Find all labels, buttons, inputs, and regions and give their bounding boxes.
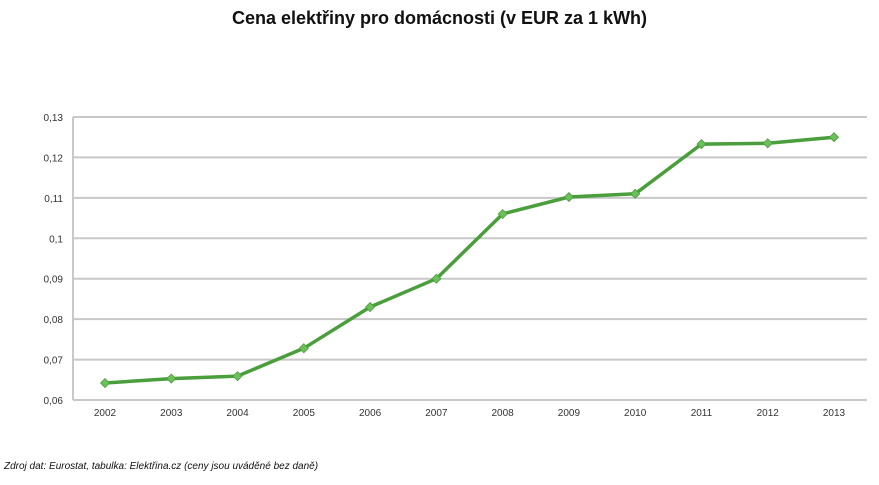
x-tick-label: 2004 bbox=[226, 408, 249, 419]
x-tick-label: 2010 bbox=[624, 408, 647, 419]
axes bbox=[72, 117, 867, 401]
data-point-marker bbox=[497, 208, 508, 220]
data-point-marker bbox=[630, 188, 641, 199]
x-tick-label: 2007 bbox=[425, 408, 448, 419]
y-tick-label: 0,08 bbox=[44, 315, 64, 326]
y-tick-label: 0,12 bbox=[44, 153, 64, 164]
x-tick-labels: 2002 2003 2004 2005 2006 2007 2008 2009 2010 2011… bbox=[94, 408, 846, 419]
data-point-marker bbox=[232, 371, 243, 382]
series-line bbox=[103, 135, 836, 385]
data-point-marker bbox=[696, 139, 707, 150]
y-tick-labels: 0,06 0,07 0,08 0,09 0,1 0,11 0,12 0,13 bbox=[44, 113, 64, 407]
x-tick-label: 2008 bbox=[492, 408, 515, 419]
x-tick-label: 2009 bbox=[558, 408, 581, 419]
y-tick-label: 0,11 bbox=[44, 194, 63, 205]
y-tick-label: 0,1 bbox=[49, 234, 63, 245]
source-footnote: Zdroj dat: Eurostat, tabulka: Elektřina.… bbox=[4, 461, 319, 472]
x-tick-label: 2011 bbox=[691, 408, 713, 419]
y-tick-label: 0,13 bbox=[44, 113, 64, 124]
x-tick-label: 2005 bbox=[293, 408, 316, 419]
data-point-marker bbox=[762, 138, 773, 149]
data-point-marker bbox=[828, 132, 840, 143]
x-tick-label: 2006 bbox=[359, 408, 382, 419]
data-point-marker bbox=[431, 273, 442, 284]
series-group bbox=[99, 132, 840, 389]
y-tick-label: 0,07 bbox=[44, 356, 64, 367]
data-point-marker bbox=[365, 301, 376, 313]
data-point-marker bbox=[298, 343, 309, 354]
y-tick-label: 0,09 bbox=[44, 275, 64, 286]
x-tick-label: 2013 bbox=[823, 408, 846, 419]
data-point-marker bbox=[166, 373, 177, 384]
x-tick-label: 2012 bbox=[757, 408, 780, 419]
gridlines bbox=[73, 116, 867, 361]
chart-title: Cena elektřiny pro domácnosti (v EUR za … bbox=[231, 8, 648, 28]
y-tick-label: 0,06 bbox=[44, 396, 64, 407]
data-point-marker bbox=[563, 191, 574, 203]
x-tick-label: 2003 bbox=[160, 408, 183, 419]
data-point-marker bbox=[99, 377, 111, 389]
x-tick-label: 2002 bbox=[94, 408, 117, 419]
